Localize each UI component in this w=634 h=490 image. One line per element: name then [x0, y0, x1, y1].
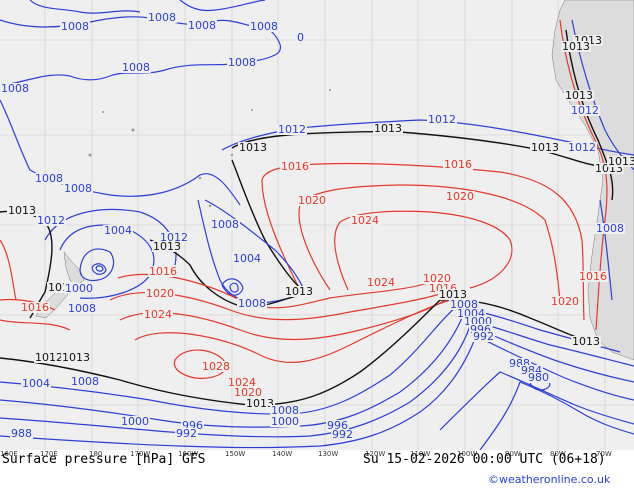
longitude-tick: 100W: [457, 450, 478, 458]
isobar-label: 1008: [34, 172, 64, 185]
isobar-label: 1028: [201, 360, 231, 373]
isobar-label: 1016: [20, 301, 50, 314]
isobar-label: 1008: [70, 375, 100, 388]
longitude-tick: 160W: [178, 450, 199, 458]
isobar-label: 988: [10, 427, 33, 440]
longitude-tick: 160E: [0, 450, 18, 458]
isobar-label: 1024: [143, 308, 173, 321]
isobar-label: 1004: [456, 307, 486, 320]
isobar-label: 992: [472, 330, 495, 343]
isobar-label: 1013: [47, 281, 77, 294]
isobar-label: 1012: [34, 351, 64, 364]
isobar-label: 996: [181, 419, 204, 432]
valid-time: Su 15-02-2026 00:00 UTC (06+18): [363, 452, 606, 467]
longitude-tick: 110W: [410, 450, 431, 458]
isobar-label: 1008: [270, 404, 300, 417]
isobar-label: 996: [469, 323, 492, 336]
isobar-label: 1020: [422, 272, 452, 285]
isobar-label: 1020: [145, 287, 175, 300]
longitude-tick: 170E: [40, 450, 58, 458]
isobar-label: 1013: [571, 335, 601, 348]
longitude-tick: 70W: [596, 450, 612, 458]
isobar-label: 1024: [366, 276, 396, 289]
isobar-label: 988: [508, 357, 531, 370]
isobar-label: 0: [296, 31, 305, 44]
isobar-label: 996: [326, 419, 349, 432]
isobar-label: 980: [527, 371, 550, 384]
isobar-label: 1013: [7, 204, 37, 217]
isobar-label: 1008: [249, 20, 279, 33]
isobar-label: 992: [175, 427, 198, 440]
isobar-label: 1008: [60, 20, 90, 33]
isobar-label: 1013: [530, 141, 560, 154]
isobar-label: 1013: [284, 285, 314, 298]
isobar-label: 1013: [373, 122, 403, 135]
longitude-tick: 90W: [505, 450, 521, 458]
isobar-label: 1016: [443, 158, 473, 171]
isobar-label: 1020: [233, 386, 263, 399]
map-caption: Surface pressure [hPa] GFS: [2, 452, 206, 467]
isobar-label: 984: [520, 364, 543, 377]
longitude-tick: 130W: [318, 450, 339, 458]
isobar-label: 1016: [148, 265, 178, 278]
isobar-label: 1024: [227, 376, 257, 389]
isobar-label: 1008: [0, 82, 30, 95]
isobar-label: 1008: [595, 222, 625, 235]
isobar-label: 1024: [350, 214, 380, 227]
isobar-label: 1000: [64, 282, 94, 295]
isobar-label: 1013: [564, 89, 594, 102]
isobar-label: 1008: [449, 298, 479, 311]
isobar-label: 1016: [428, 283, 458, 294]
isobar-label: 1020: [550, 295, 580, 308]
isobar-label: 1004: [21, 377, 51, 390]
isobar-label: 1013: [607, 156, 634, 167]
isobar-label: 1012: [277, 123, 307, 136]
longitude-tick: 170W: [130, 450, 151, 458]
isobar-label: 1008: [227, 56, 257, 69]
isobar-label: 1000: [463, 315, 493, 328]
isobar-label: 1008: [210, 218, 240, 231]
longitude-tick: 150W: [225, 450, 246, 458]
isobar-label: 1016: [280, 160, 310, 173]
isobar-label: 1012: [159, 231, 189, 244]
isobar-label: 1012: [427, 113, 457, 126]
longitude-tick: 80W: [550, 450, 566, 458]
isobar-label: 1020: [445, 190, 475, 203]
isobar-label: 1013: [573, 35, 603, 46]
longitude-tick: 180: [89, 450, 103, 458]
isobar-label: 1012: [567, 141, 597, 154]
isobar-label: 1000: [270, 415, 300, 428]
isobar-label: 1013: [561, 40, 591, 53]
isobar-label: 1013: [245, 397, 275, 410]
isobar-label: 1020: [297, 194, 327, 207]
isobar-label: 1004: [103, 224, 133, 237]
isobar-label: 1000: [120, 415, 150, 428]
credit-link[interactable]: ©weatheronline.co.uk: [488, 473, 611, 486]
isobar-label: 1013: [594, 162, 624, 175]
isobar-label: 1012: [36, 214, 66, 227]
isobar-label: 1008: [147, 11, 177, 24]
isobar-label: 1013: [152, 240, 182, 253]
longitude-tick: 120W: [365, 450, 386, 458]
isobar-label: 1013: [61, 351, 91, 364]
isobar-label: 992: [331, 428, 354, 441]
longitude-tick: 140W: [272, 450, 293, 458]
isobar-label: 1008: [187, 19, 217, 32]
isobar-label: 1013: [438, 288, 468, 301]
weather-map: 1008 1008 1008 1008 1008 1008 0 1008 1008 1008 101…: [0, 0, 634, 450]
isobar-label: 1013: [238, 141, 268, 154]
isobar-label: 1016: [578, 270, 608, 283]
isobar-label: 1008: [63, 182, 93, 195]
isobar-label: 1008: [237, 297, 267, 310]
isobar-label: 1008: [121, 61, 151, 74]
isobar-label: 1012: [570, 104, 600, 117]
isobar-label: 1008: [67, 302, 97, 315]
pacific-islands: [88, 89, 331, 208]
isobar-label: 1004: [232, 252, 262, 265]
